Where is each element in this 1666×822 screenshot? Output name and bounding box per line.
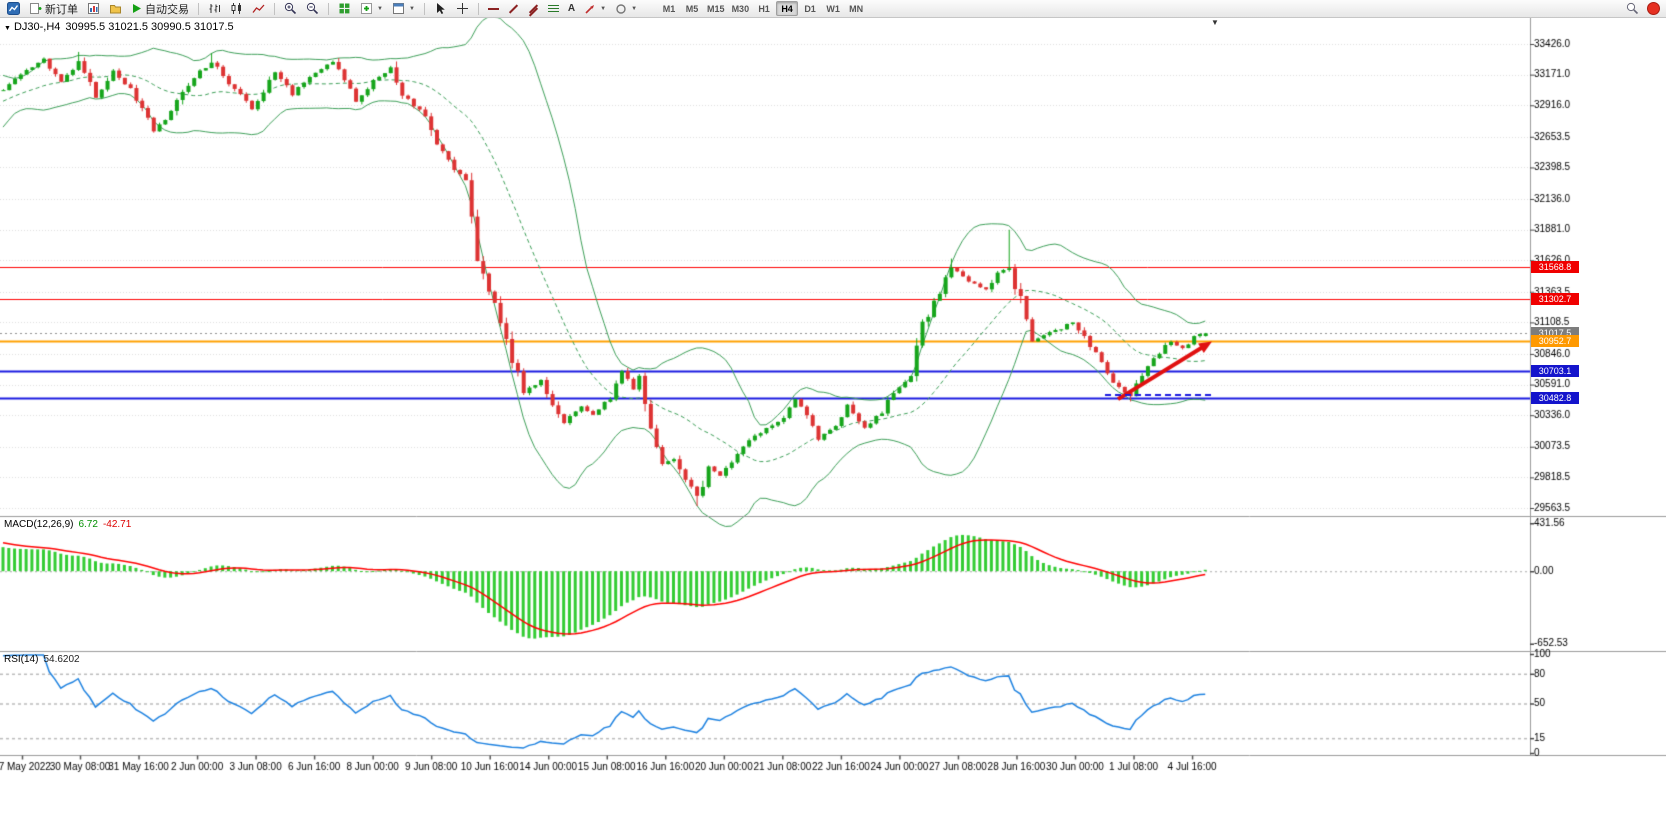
toolbar-separator xyxy=(328,2,329,15)
macd-name: MACD(12,26,9) xyxy=(4,519,74,530)
macd-signal-value: -42.71 xyxy=(102,519,132,530)
new-order-button[interactable]: 新订单 xyxy=(25,1,82,16)
symbol-dropdown-icon: ▼ xyxy=(4,25,11,32)
timeframe-button[interactable]: H4 xyxy=(776,1,799,16)
horizontal-line-tool[interactable] xyxy=(484,1,503,16)
symbol-period-label: DJ30-,H4 xyxy=(13,21,61,33)
arrows-tool[interactable]: ▼ xyxy=(580,1,610,16)
toolbar-separator xyxy=(423,2,425,15)
text-icon: A xyxy=(567,3,576,14)
new-order-icon xyxy=(29,2,42,15)
tile-windows-button[interactable] xyxy=(334,1,355,16)
timeframe-toolbar: M1 M5 M15 M30 H1 H4 D1 W1 MN xyxy=(658,1,867,16)
rsi-label: RSI(14) 54.6202 xyxy=(4,654,85,665)
price-tag: 31568.8 xyxy=(1531,261,1579,274)
cursor-button[interactable] xyxy=(430,1,451,16)
timeframe-button[interactable]: D1 xyxy=(799,1,821,16)
timeframe-button[interactable]: M5 xyxy=(681,1,703,16)
chart-title: ▼ DJ30-,H4 30995.5 31021.5 30990.5 31017.5 xyxy=(4,21,234,33)
play-icon xyxy=(131,3,142,14)
timeframe-button[interactable]: H1 xyxy=(753,1,775,16)
indicators-button[interactable]: ▼ xyxy=(356,1,387,16)
bar-chart-button[interactable] xyxy=(204,1,225,16)
toolbar-separator xyxy=(274,2,275,15)
rsi-value: 54.6202 xyxy=(43,654,80,665)
autotrade-button[interactable]: 自动交易 xyxy=(127,1,193,16)
main-toolbar: 新订单 自动交易 xyxy=(0,0,1666,18)
app-icon xyxy=(3,0,24,17)
rsi-name: RSI(14) xyxy=(4,654,39,665)
toolbar-separator xyxy=(198,2,199,15)
templates-button[interactable]: ▼ xyxy=(388,1,419,16)
timeframe-button[interactable]: M30 xyxy=(729,1,753,16)
chevron-down-icon: ▼ xyxy=(600,5,607,12)
channel-icon xyxy=(528,3,539,17)
timeframe-button[interactable]: MN xyxy=(845,1,867,16)
price-tag: 30952.7 xyxy=(1531,335,1579,348)
zoom-in-button[interactable] xyxy=(280,1,301,16)
price-tag: 31302.7 xyxy=(1531,293,1579,306)
line-chart-button[interactable] xyxy=(248,1,269,16)
fibonacci-tool[interactable] xyxy=(544,1,563,16)
timeframe-button[interactable]: M1 xyxy=(658,1,680,16)
autotrade-label: 自动交易 xyxy=(145,3,189,16)
toolbar-separator xyxy=(477,2,479,15)
fibonacci-icon xyxy=(547,3,559,14)
chevron-down-icon: ▼ xyxy=(631,5,638,12)
chart-shift-marker[interactable]: ▼ xyxy=(1211,18,1219,27)
macd-label: MACD(12,26,9) 6.72 -42.71 xyxy=(4,519,136,530)
new-order-label: 新订单 xyxy=(45,3,78,16)
macd-main-value: 6.72 xyxy=(78,519,98,530)
price-tag: 30482.8 xyxy=(1531,391,1579,404)
horizontal-line-icon xyxy=(487,3,499,14)
search-button[interactable] xyxy=(1622,1,1643,16)
cycles-tool[interactable]: ▼ xyxy=(611,1,641,16)
chart-windows-button[interactable] xyxy=(83,1,104,16)
timeframe-button[interactable]: M15 xyxy=(704,1,728,16)
crosshair-button[interactable] xyxy=(452,1,473,16)
channel-tool[interactable] xyxy=(524,1,543,17)
notification-badge[interactable] xyxy=(1647,2,1660,15)
profiles-button[interactable] xyxy=(105,1,126,16)
trendline-icon xyxy=(508,3,519,14)
text-tool[interactable]: A xyxy=(564,1,579,16)
trendline-tool[interactable] xyxy=(504,1,523,16)
price-tag: 30703.1 xyxy=(1531,365,1579,378)
zoom-out-button[interactable] xyxy=(302,1,323,16)
chevron-down-icon: ▼ xyxy=(377,5,383,12)
chevron-down-icon: ▼ xyxy=(408,5,415,12)
ohlc-values: 30995.5 31021.5 30990.5 31017.5 xyxy=(65,21,234,33)
candlestick-chart-button[interactable] xyxy=(226,1,247,16)
timeframe-button[interactable]: W1 xyxy=(822,1,844,16)
